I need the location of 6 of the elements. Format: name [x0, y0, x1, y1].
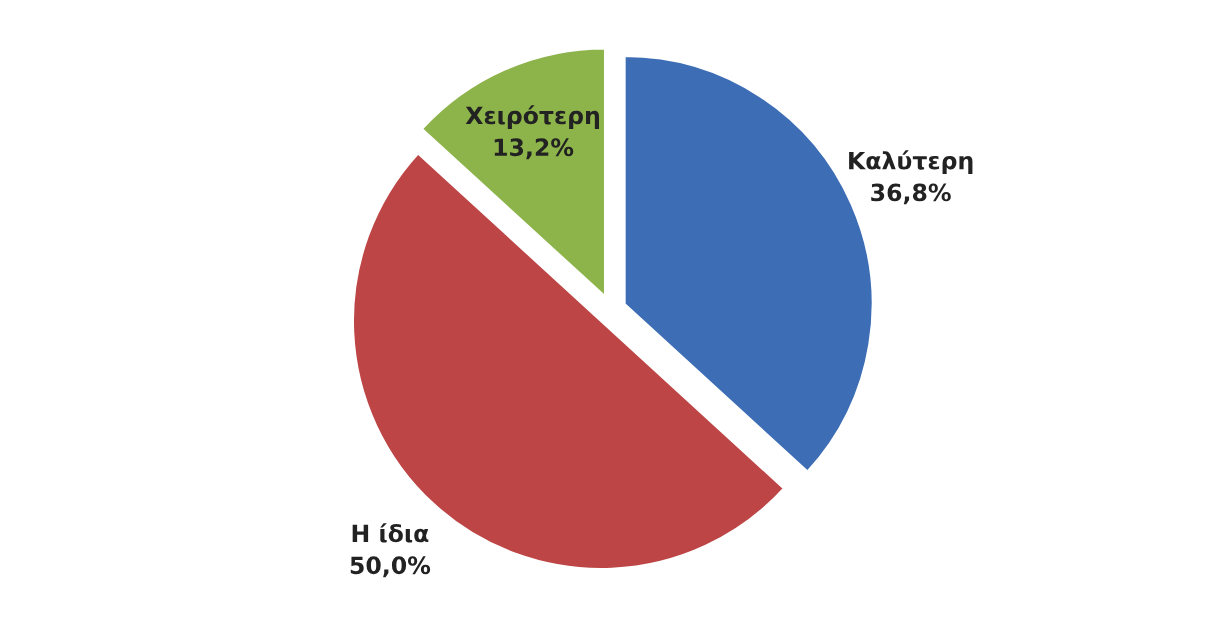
slice-label: Η ίδια [352, 523, 429, 543]
slice-label: Χειρότερη [465, 105, 600, 129]
slice-label: Καλύτερη [849, 150, 973, 175]
data-label: 13,2% [494, 138, 574, 160]
data-label: 36,8% [871, 183, 951, 205]
data-label: 50,0% [350, 556, 431, 578]
